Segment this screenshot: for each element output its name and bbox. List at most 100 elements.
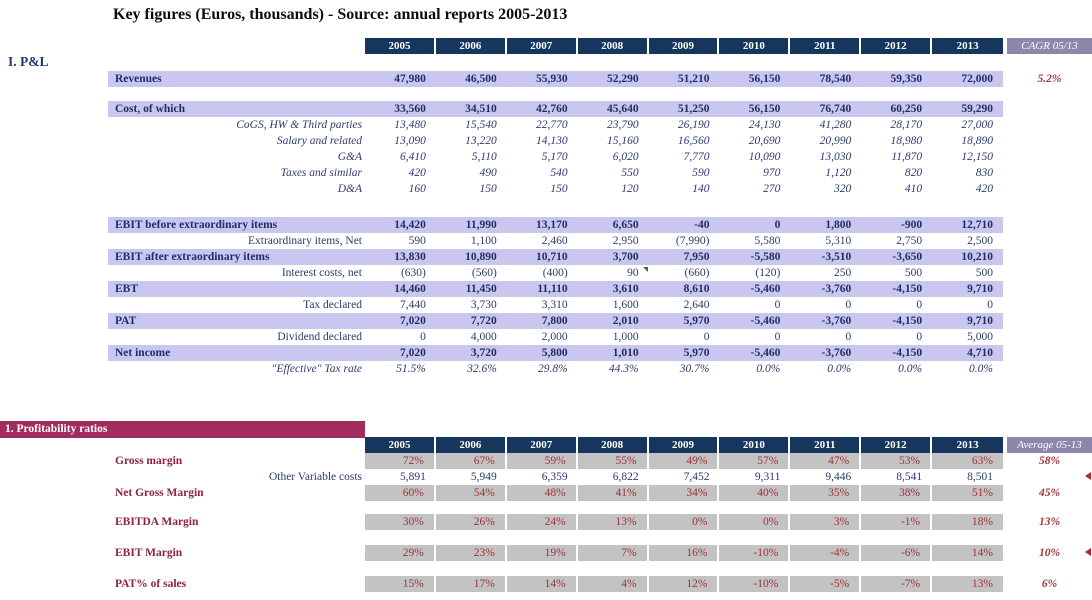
ratio-cell[interactable]: 7,452: [683, 471, 710, 483]
data-cell[interactable]: 7,020: [365, 313, 436, 329]
data-cell[interactable]: -3,760: [790, 281, 862, 297]
cagr-value-cell[interactable]: [1007, 165, 1092, 181]
data-cell[interactable]: 500: [904, 267, 923, 279]
data-cell[interactable]: 5,970: [648, 313, 720, 329]
data-cell[interactable]: 2,500: [967, 235, 994, 247]
cagr-value-cell[interactable]: [1007, 149, 1092, 165]
ratio-cell[interactable]: -7%: [861, 576, 933, 592]
data-cell[interactable]: 11,450: [435, 281, 507, 297]
ratio-cell[interactable]: 51%: [932, 485, 1004, 501]
data-cell[interactable]: 52,290: [577, 71, 649, 87]
row-label[interactable]: CoGS, HW & Third parties: [236, 119, 362, 131]
cagr-value-cell[interactable]: [1007, 117, 1092, 133]
row-label[interactable]: EBITDA Margin: [115, 516, 199, 528]
data-cell[interactable]: 1,100: [470, 235, 497, 247]
data-cell[interactable]: 13,030: [819, 151, 852, 163]
data-cell[interactable]: 140: [692, 183, 710, 195]
year-header-cell[interactable]: 2007: [506, 38, 578, 54]
data-cell[interactable]: 1,800: [790, 217, 862, 233]
data-cell[interactable]: 590: [692, 167, 710, 179]
data-cell[interactable]: -3,760: [790, 313, 862, 329]
data-cell[interactable]: 9,710: [932, 281, 1004, 297]
cagr-value-cell[interactable]: [1007, 217, 1092, 233]
data-cell[interactable]: 820: [904, 167, 923, 179]
ratio-cell[interactable]: -10%: [719, 545, 791, 561]
data-cell[interactable]: 1,600: [612, 299, 639, 311]
data-cell[interactable]: 0: [987, 299, 994, 311]
ratio-cell[interactable]: 17%: [435, 576, 507, 592]
data-cell[interactable]: 7,720: [435, 313, 507, 329]
ratio-cell[interactable]: 54%: [435, 485, 507, 501]
row-label[interactable]: Net Gross Margin: [115, 487, 204, 499]
data-cell[interactable]: 12,150: [961, 151, 994, 163]
ratio-cell[interactable]: -6%: [861, 545, 933, 561]
data-cell[interactable]: 24,130: [748, 119, 781, 131]
data-cell[interactable]: (660): [684, 267, 710, 279]
data-cell[interactable]: 59,290: [932, 101, 1004, 117]
data-cell[interactable]: 3,700: [577, 249, 649, 265]
data-cell[interactable]: 28,170: [890, 119, 923, 131]
data-cell[interactable]: 18,980: [890, 135, 923, 147]
ratio-cell[interactable]: -1%: [861, 514, 933, 530]
cagr-value-cell[interactable]: [1007, 249, 1092, 265]
data-cell[interactable]: 14,130: [536, 135, 568, 147]
data-cell[interactable]: 550: [621, 167, 639, 179]
row-label[interactable]: Other Variable costs: [268, 471, 362, 483]
data-cell[interactable]: 590: [408, 235, 426, 247]
ratio-cell[interactable]: 47%: [790, 453, 862, 469]
row-label[interactable]: G&A: [337, 151, 362, 163]
data-cell[interactable]: 150: [550, 183, 568, 195]
data-cell[interactable]: 410: [904, 183, 923, 195]
data-cell[interactable]: 250: [833, 267, 852, 279]
row-label[interactable]: Tax declared: [303, 299, 362, 311]
ratio-cell[interactable]: 48%: [506, 485, 578, 501]
year-header-cell[interactable]: 2011: [790, 437, 862, 453]
data-cell[interactable]: 13,090: [394, 135, 426, 147]
ratio-cell[interactable]: 16%: [648, 545, 720, 561]
data-cell[interactable]: 0: [703, 331, 710, 343]
data-cell[interactable]: 2,000: [541, 331, 568, 343]
data-cell[interactable]: 51,250: [648, 101, 720, 117]
ratio-cell[interactable]: 4%: [577, 576, 649, 592]
data-cell[interactable]: -900: [861, 217, 933, 233]
year-header-cell[interactable]: 2006: [435, 38, 507, 54]
data-cell[interactable]: 2,460: [541, 235, 568, 247]
data-cell[interactable]: 11,990: [435, 217, 507, 233]
data-cell[interactable]: -3,510: [790, 249, 862, 265]
data-cell[interactable]: 6,020: [612, 151, 639, 163]
data-cell[interactable]: 2,950: [612, 235, 639, 247]
ratio-cell[interactable]: 30%: [365, 514, 436, 530]
ratio-cell[interactable]: 38%: [861, 485, 933, 501]
average-value-cell[interactable]: 58%: [1038, 455, 1061, 467]
data-cell[interactable]: 14,460: [365, 281, 436, 297]
row-label[interactable]: EBIT before extraordinary items: [108, 217, 365, 233]
data-cell[interactable]: 5,580: [754, 235, 781, 247]
cagr-value-cell[interactable]: [1007, 297, 1092, 313]
data-cell[interactable]: 0.0%: [898, 363, 923, 375]
cagr-value-cell[interactable]: [1007, 265, 1092, 281]
cagr-value-cell[interactable]: [1007, 329, 1092, 345]
cagr-value-cell[interactable]: [1007, 313, 1092, 329]
cagr-value-cell[interactable]: [1007, 181, 1092, 197]
data-cell[interactable]: 15,160: [606, 135, 639, 147]
data-cell[interactable]: 20,990: [819, 135, 852, 147]
data-cell[interactable]: 44.3%: [608, 363, 639, 375]
year-header-cell[interactable]: 2010: [719, 38, 791, 54]
ratio-cell[interactable]: 34%: [648, 485, 720, 501]
data-cell[interactable]: 46,500: [435, 71, 507, 87]
data-cell[interactable]: -3,760: [790, 345, 862, 361]
data-cell[interactable]: 2,010: [577, 313, 649, 329]
data-cell[interactable]: -40: [648, 217, 720, 233]
data-cell[interactable]: 56,150: [719, 71, 791, 87]
data-cell[interactable]: 970: [763, 167, 781, 179]
ratio-cell[interactable]: 40%: [719, 485, 791, 501]
ratio-cell[interactable]: 19%: [506, 545, 578, 561]
data-cell[interactable]: 5,110: [471, 151, 497, 163]
ratio-cell[interactable]: 26%: [435, 514, 507, 530]
data-cell[interactable]: 0.0%: [827, 363, 852, 375]
year-header-cell[interactable]: 2008: [577, 38, 649, 54]
ratio-cell[interactable]: 59%: [506, 453, 578, 469]
data-cell[interactable]: 0: [774, 299, 781, 311]
data-cell[interactable]: 22,770: [536, 119, 568, 131]
ratio-cell[interactable]: 55%: [577, 453, 649, 469]
